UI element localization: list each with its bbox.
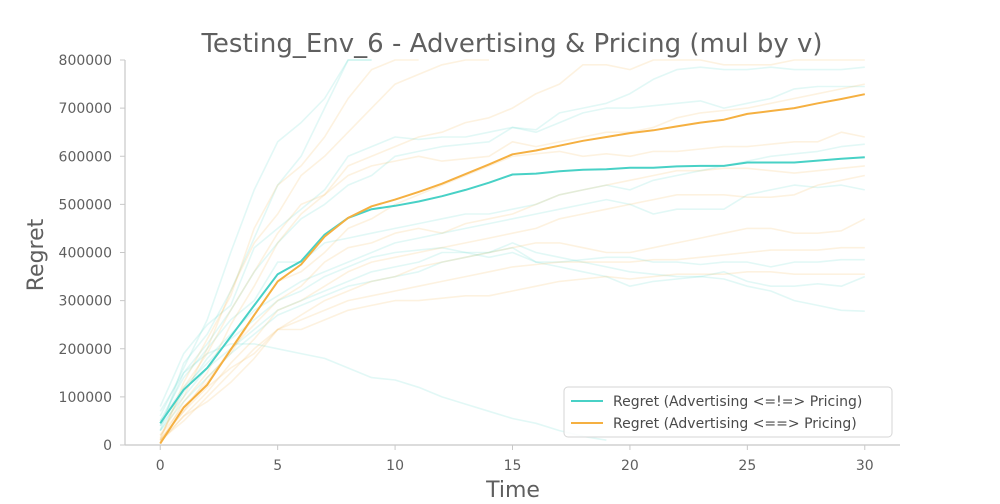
background-run-line-16 <box>159 174 865 444</box>
legend-label-equal: Regret (Advertising <==> Pricing) <box>613 416 857 432</box>
background-run-line-17 <box>159 218 866 441</box>
legend-label-not-equal: Regret (Advertising <=!=> Pricing) <box>613 394 862 410</box>
chart-title: Testing_Env_6 - Advertising & Pricing (m… <box>200 29 822 59</box>
background-run-line-1 <box>159 59 372 431</box>
y-tick-label: 0 <box>103 438 112 454</box>
x-tick-label: 10 <box>386 458 404 474</box>
series-line-not-equal <box>159 156 865 424</box>
background-run-line-13 <box>159 83 865 443</box>
y-axis-label: Regret <box>24 218 49 291</box>
y-axis-ticks: 0 100000 200000 300000 400000 500000 600000 700… <box>59 53 125 454</box>
background-run-line-10 <box>159 59 419 441</box>
y-tick-label: 200000 <box>59 342 112 358</box>
y-tick-label: 800000 <box>59 53 112 69</box>
background-run-line-2 <box>159 66 865 407</box>
y-tick-label: 600000 <box>59 149 112 165</box>
background-run-line-12 <box>159 59 865 439</box>
series-line-equal <box>159 93 866 445</box>
x-axis-ticks: 0 5 10 15 20 25 30 <box>156 445 874 474</box>
y-tick-label: 100000 <box>59 390 112 406</box>
x-tick-label: 20 <box>621 458 639 474</box>
background-run-line-18 <box>159 246 865 442</box>
background-run-line-11 <box>159 59 489 436</box>
legend-box <box>563 386 893 438</box>
background-run-line-15 <box>159 165 865 436</box>
x-tick-label: 5 <box>273 458 282 474</box>
background-run-line-9 <box>159 242 865 432</box>
background-run-line-7 <box>159 251 866 427</box>
y-tick-label: 400000 <box>59 246 112 262</box>
x-tick-label: 25 <box>738 458 756 474</box>
y-tick-label: 500000 <box>59 197 112 213</box>
y-tick-label: 700000 <box>59 101 112 117</box>
x-tick-label: 0 <box>156 458 165 474</box>
background-run-lines <box>159 59 866 444</box>
background-run-line-0 <box>159 59 372 417</box>
y-tick-label: 300000 <box>59 294 112 310</box>
background-run-line-5 <box>159 184 865 432</box>
background-run-line-4 <box>159 143 865 422</box>
x-tick-label: 30 <box>856 458 874 474</box>
mean-regret-lines <box>159 93 866 445</box>
x-axis-label: Time <box>485 478 540 500</box>
background-run-line-19 <box>159 271 865 440</box>
background-run-line-3 <box>159 85 865 427</box>
legend: Regret (Advertising <=!=> Pricing) Regre… <box>563 386 893 438</box>
x-tick-label: 15 <box>504 458 522 474</box>
background-run-line-6 <box>159 246 865 422</box>
